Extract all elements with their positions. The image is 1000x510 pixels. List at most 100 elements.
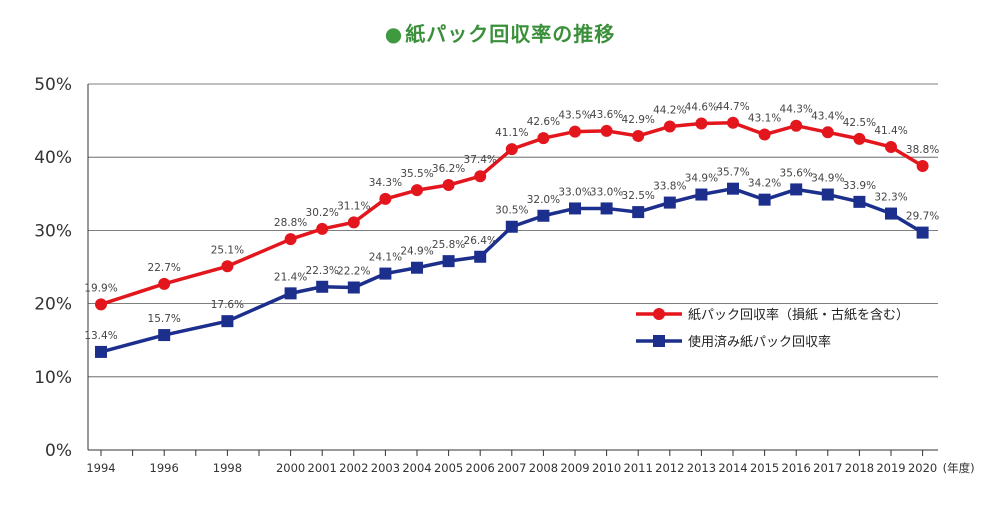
y-tick-label: 0% [45, 441, 72, 461]
x-tick-label: 2020 [908, 461, 937, 475]
x-tick-label: 2014 [718, 461, 747, 475]
data-label: 33.8% [653, 181, 686, 193]
data-point-circle [885, 140, 897, 153]
title-text: 紙パック回収率の推移 [405, 22, 616, 46]
data-point-square [442, 255, 455, 268]
legend: 紙パック回収率（損紙・古紙を含む） 使用済み紙パック回収率 [636, 307, 909, 350]
data-label: 24.1% [369, 252, 402, 264]
data-label: 42.6% [527, 116, 560, 128]
x-tick-label: 2002 [339, 461, 368, 475]
data-point-circle [379, 192, 392, 205]
x-tick-labels: 1994 1996 1998 2000 2001 2002 2003 2004 2005 2006… [86, 461, 974, 475]
x-tick-label: 2012 [655, 461, 684, 475]
x-tick-label: 2017 [813, 461, 842, 475]
x-tick-label: 1994 [86, 461, 115, 475]
data-point-circle [347, 216, 360, 229]
y-tick-label: 10% [34, 368, 72, 388]
data-point-square [411, 261, 423, 274]
data-label: 25.1% [211, 244, 244, 256]
data-label: 35.7% [716, 167, 749, 179]
y-tick-label: 50% [34, 75, 72, 95]
data-label: 33.0% [558, 186, 591, 198]
data-label: 43.6% [590, 109, 623, 121]
data-label: 34.9% [685, 173, 718, 185]
data-label: 41.1% [495, 127, 528, 139]
data-point-square [347, 281, 360, 294]
x-tick-label: 2011 [624, 461, 653, 475]
data-label: 44.2% [653, 104, 686, 116]
data-point-circle [569, 125, 581, 138]
x-axis-unit-label: (年度) [943, 461, 975, 475]
x-tick-label: 2019 [876, 461, 905, 475]
legend-marker-square [653, 335, 665, 347]
data-label: 17.6% [211, 299, 244, 311]
data-point-square [632, 206, 645, 219]
data-label: 43.5% [558, 110, 591, 122]
x-tick-label: 2013 [687, 461, 716, 475]
data-label: 34.2% [748, 178, 781, 190]
data-point-square [853, 195, 866, 208]
data-point-circle [284, 233, 297, 246]
data-point-square [916, 226, 929, 239]
data-point-circle [790, 119, 803, 132]
data-label: 33.9% [843, 180, 876, 192]
x-tick-label: 2016 [782, 461, 811, 475]
data-point-square [379, 267, 392, 280]
data-label: 43.4% [811, 110, 844, 122]
data-point-circle [695, 117, 708, 130]
legend-marker-circle [653, 308, 665, 320]
data-point-square [758, 193, 771, 206]
data-label: 19.9% [84, 282, 117, 294]
data-label: 42.5% [843, 117, 876, 129]
x-tick-label: 1998 [213, 461, 242, 475]
axes [87, 84, 938, 456]
data-point-circle [853, 132, 866, 145]
data-label: 32.5% [622, 190, 655, 202]
data-label: 42.9% [622, 114, 655, 126]
data-point-circle [158, 277, 171, 290]
data-label: 32.3% [874, 192, 907, 204]
data-label: 34.3% [369, 177, 402, 189]
data-point-square [505, 220, 518, 233]
y-tick-labels: 0% 10% 20% 30% 40% 50% [34, 75, 72, 461]
data-point-square [95, 345, 107, 358]
data-point-circle [316, 222, 329, 235]
x-tick-label: 2007 [497, 461, 526, 475]
data-point-square [600, 202, 613, 215]
legend-label: 紙パック回収率（損紙・古紙を含む） [688, 307, 909, 323]
data-label: 44.7% [716, 101, 749, 113]
data-point-square [790, 183, 803, 196]
data-label: 28.8% [274, 217, 307, 229]
data-point-circle [663, 120, 676, 133]
data-label: 32.0% [527, 194, 560, 206]
data-label: 43.1% [748, 113, 781, 125]
y-tick-label: 30% [34, 221, 72, 241]
data-label: 21.4% [274, 271, 307, 283]
data-point-circle [537, 132, 550, 145]
data-point-circle [411, 184, 423, 197]
data-label: 31.1% [337, 200, 370, 212]
data-point-square [158, 329, 171, 342]
chart-title: ● 紙パック回収率の推移 [0, 18, 1000, 47]
data-label: 34.9% [811, 173, 844, 185]
data-label: 36.2% [432, 163, 465, 175]
x-tick-label: 2009 [560, 461, 589, 475]
data-label: 41.4% [874, 125, 907, 137]
data-point-square [885, 207, 897, 220]
data-label: 33.0% [590, 186, 623, 198]
data-point-square [474, 250, 487, 263]
x-tick-label: 2001 [308, 461, 337, 475]
data-label: 13.4% [84, 330, 117, 342]
data-point-circle [727, 116, 739, 129]
data-point-circle [821, 126, 834, 139]
data-point-circle [505, 143, 518, 156]
data-point-circle [632, 129, 645, 142]
data-point-square [537, 209, 550, 222]
x-tick-label: 2006 [466, 461, 495, 475]
series-group: 19.9% 22.7% 25.1% 28.8%30.2%31.1% 34.3%35.5%… [84, 101, 939, 358]
grid-lines [88, 83, 938, 378]
x-tick-label: 2018 [845, 461, 874, 475]
data-label: 25.8% [432, 239, 465, 251]
legend-label: 使用済み紙パック回収率 [688, 334, 831, 350]
